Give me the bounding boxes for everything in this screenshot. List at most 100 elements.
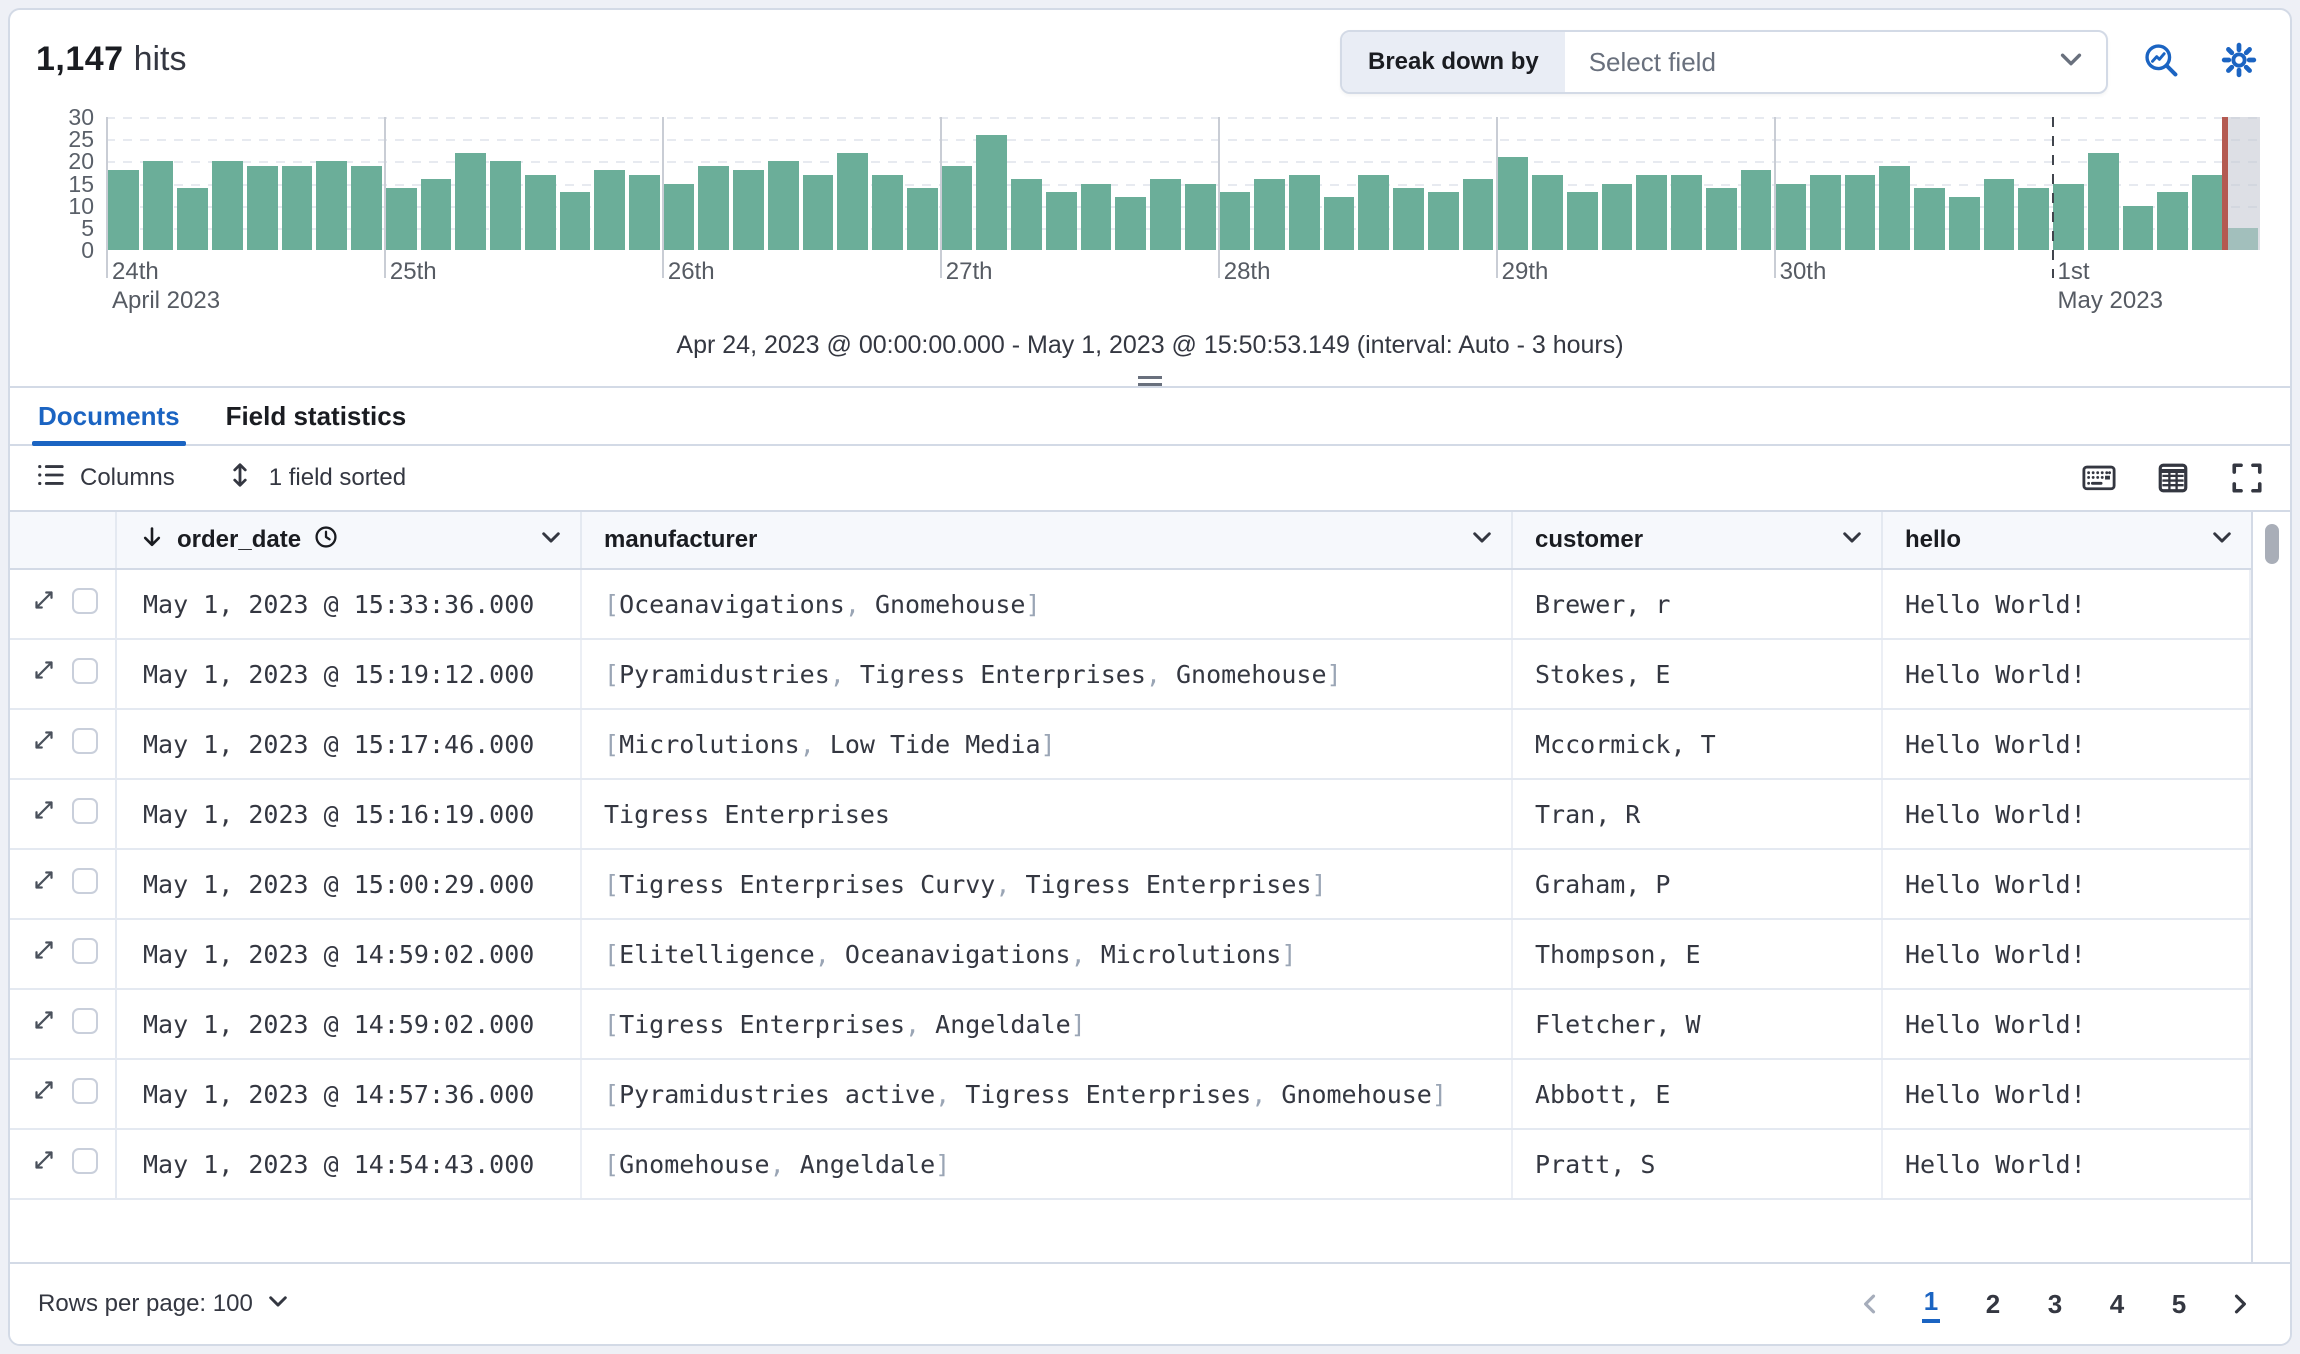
row-checkbox[interactable] [72, 798, 98, 824]
chart-bar-slot [1009, 117, 1044, 251]
row-checkbox[interactable] [72, 868, 98, 894]
table-row: May 1, 2023 @ 15:00:29.000 [Tigress Enter… [10, 850, 2251, 920]
row-checkbox[interactable] [72, 588, 98, 614]
chart-bar [733, 170, 764, 251]
gridline [106, 161, 2260, 164]
row-checkbox[interactable] [72, 1008, 98, 1034]
header-order-date[interactable]: order_date [117, 512, 582, 568]
chart-bar-slot [2121, 117, 2156, 251]
cell-manufacturer: [Oceanavigations, Gnomehouse] [582, 570, 1513, 638]
expand-row-button[interactable] [32, 728, 56, 752]
chart-bar [385, 188, 417, 251]
table-density-icon [2158, 463, 2188, 493]
chart-bar [246, 165, 278, 251]
pagination-page-button[interactable]: 5 [2156, 1281, 2202, 1327]
expand-row-button[interactable] [32, 798, 56, 822]
column-actions-chevron-icon[interactable] [1839, 524, 1865, 557]
row-checkbox[interactable] [72, 938, 98, 964]
pagination-page-button[interactable]: 2 [1970, 1281, 2016, 1327]
row-checkbox[interactable] [72, 1148, 98, 1174]
chart-bar [1427, 192, 1459, 251]
cell-hello: Hello World! [1883, 570, 2251, 638]
chart-bar-slot [1877, 117, 1912, 251]
rows-per-page-button[interactable]: Rows per page: 100 [38, 1288, 291, 1321]
tab-documents[interactable]: Documents [32, 388, 186, 447]
chart-bar-slot [1426, 117, 1461, 251]
chart-bar [1532, 174, 1563, 251]
chart-bar-slot [696, 117, 731, 251]
cell-customer: Thompson, E [1513, 920, 1883, 988]
breakdown-field-select[interactable]: Select field [1565, 32, 2106, 92]
chart-bar [1879, 165, 1911, 251]
chart-bar-slot [1391, 117, 1426, 251]
row-controls [10, 1130, 117, 1198]
chart-bar [212, 161, 243, 251]
table-row: May 1, 2023 @ 14:59:02.000 [Tigress Enter… [10, 990, 2251, 1060]
pagination-page-button[interactable]: 4 [2094, 1281, 2140, 1327]
row-checkbox[interactable] [72, 728, 98, 754]
expand-row-button[interactable] [32, 1078, 56, 1102]
pagination-page-button[interactable]: 1 [1908, 1281, 1954, 1327]
row-checkbox[interactable] [72, 658, 98, 684]
day-tick-line [106, 117, 108, 279]
expand-icon [35, 731, 53, 749]
gear-icon [2221, 42, 2257, 83]
chart-bar-slot [384, 117, 419, 251]
expand-row-button[interactable] [32, 1148, 56, 1172]
breakdown-controls: Break down by Select field [1340, 30, 2264, 94]
columns-button[interactable]: Columns [36, 460, 175, 497]
chart-bar [906, 188, 938, 251]
row-checkbox[interactable] [72, 1078, 98, 1104]
scrollbar-thumb[interactable] [2264, 524, 2279, 564]
chart-resize-handle[interactable] [1138, 376, 1162, 387]
pagination: 1 2 3 4 5 [1848, 1281, 2262, 1327]
cell-order-date: May 1, 2023 @ 14:54:43.000 [117, 1130, 582, 1198]
expand-row-button[interactable] [32, 868, 56, 892]
fullscreen-button[interactable] [2230, 461, 2264, 495]
chart-bar [1566, 192, 1598, 251]
chart-bar-slot [835, 117, 870, 251]
pagination-next-button[interactable] [2218, 1282, 2262, 1326]
chart-bar-slot [2051, 117, 2086, 251]
chart-bar-slot [2155, 117, 2190, 251]
chart-bar-slot [1669, 117, 1704, 251]
row-controls [10, 920, 117, 988]
expand-row-button[interactable] [32, 1008, 56, 1032]
expand-row-button[interactable] [32, 938, 56, 962]
gridline [106, 183, 2260, 186]
header-hello[interactable]: hello [1883, 512, 2251, 568]
sorted-fields-button[interactable]: 1 field sorted [225, 460, 406, 497]
documents-grid: order_date manufacturer customer [10, 512, 2290, 1262]
row-controls [10, 990, 117, 1058]
settings-button[interactable] [2214, 37, 2264, 87]
day-tick-line [1773, 117, 1776, 279]
day-tick-line [939, 117, 942, 279]
chart-bar-slot [731, 117, 766, 251]
chart-bar-slot [1218, 117, 1253, 251]
pagination-page-button[interactable]: 3 [2032, 1281, 2078, 1327]
chart-options-button[interactable] [2136, 37, 2186, 87]
tab-field-statistics[interactable]: Field statistics [225, 400, 407, 431]
page-number: 4 [2109, 1288, 2125, 1319]
expand-row-button[interactable] [32, 588, 56, 612]
header-manufacturer[interactable]: manufacturer [582, 512, 1513, 568]
time-interval-caption: Apr 24, 2023 @ 00:00:00.000 - May 1, 202… [676, 331, 1624, 360]
chart-bar-slot [1356, 117, 1391, 251]
chart-bar [767, 161, 799, 251]
vertical-scrollbar[interactable] [2251, 512, 2290, 1262]
column-actions-chevron-icon[interactable] [1469, 524, 1495, 557]
pagination-previous-button[interactable] [1848, 1282, 1892, 1326]
keyboard-shortcuts-button[interactable] [2082, 461, 2116, 495]
chart-bar-slot [627, 117, 662, 251]
cell-manufacturer: [Microlutions, Low Tide Media] [582, 710, 1513, 778]
histogram-chart[interactable]: 24th April 2023 25th 26th 27th 28th 29th 30th 1s… [10, 105, 2264, 314]
column-actions-chevron-icon[interactable] [2209, 524, 2235, 557]
expand-row-button[interactable] [32, 658, 56, 682]
chart-bar-slot [1044, 117, 1079, 251]
view-tabs: Documents Field statistics [10, 386, 2290, 447]
header-customer[interactable]: customer [1513, 512, 1883, 568]
column-actions-chevron-icon[interactable] [538, 524, 564, 557]
chart-bar-slot [801, 117, 836, 251]
chart-bar-slot [1808, 117, 1843, 251]
display-options-button[interactable] [2156, 461, 2190, 495]
